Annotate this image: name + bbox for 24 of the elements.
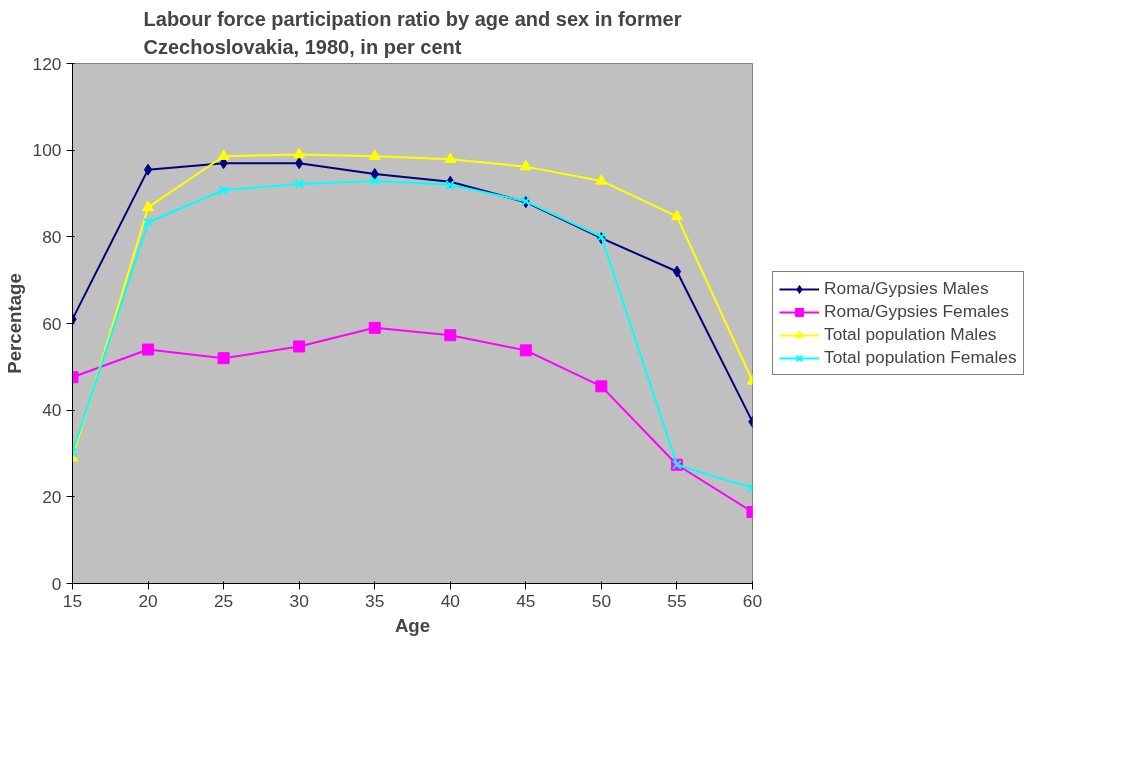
x-axis-title: Age [394,614,431,636]
x-tick-label: 55 [667,590,687,611]
y-tick-label: 120 [32,53,62,74]
x-tick-label: 50 [591,590,612,611]
x-tick-label: 15 [62,590,83,611]
x-tick-label: 60 [742,590,763,611]
y-axis-title: Percentage [3,273,25,374]
x-tick-label: 25 [213,590,234,611]
y-tick-label: 20 [42,486,62,507]
y-tick-label: 0 [51,573,62,594]
y-tick-label: 80 [42,226,62,247]
legend-label: Roma/Gypsies Females [824,301,1009,322]
x-tick-label: 40 [440,590,460,611]
x-tick-label: 20 [138,590,158,611]
legend-label: Total population Females [824,347,1017,368]
x-tick-label: 35 [365,590,385,611]
chart-title: Labour force participation ratio by age and sex in former Czechoslovakia, 1980, in per cent [143,7,682,59]
legend-label: Roma/Gypsies Males [824,278,989,299]
x-tick-label: 30 [289,590,309,611]
x-tick-label: 45 [516,590,536,611]
legend-label: Total population Males [824,324,997,345]
y-tick-label: 40 [42,400,62,421]
y-tick-label: 100 [32,140,62,161]
y-tick-label: 60 [42,313,62,334]
